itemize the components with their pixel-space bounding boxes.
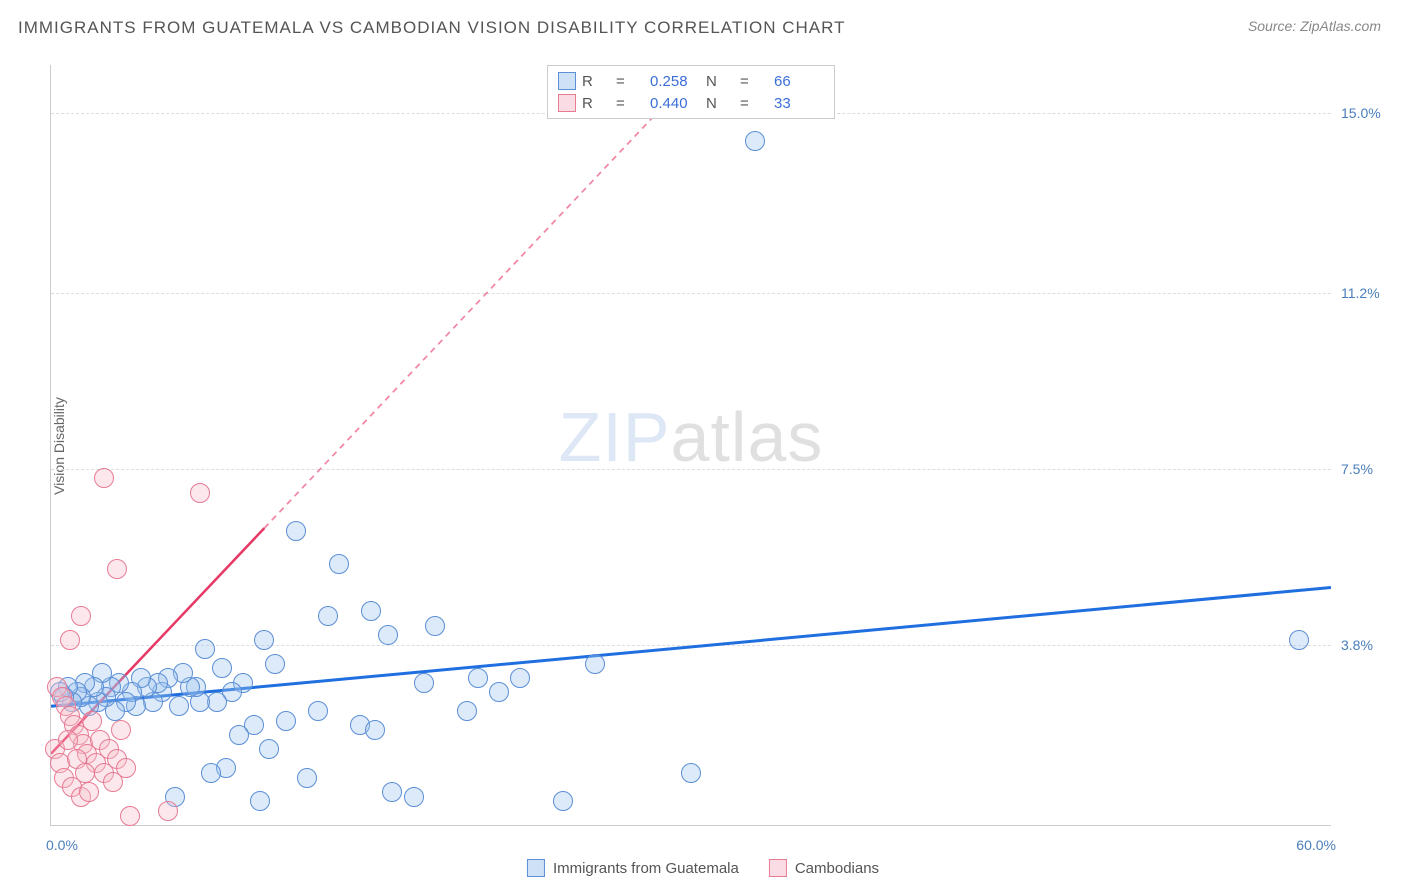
legend-eq2: = <box>740 73 768 90</box>
data-point <box>58 730 78 750</box>
data-point <box>457 701 477 721</box>
trend-lines-layer <box>51 65 1331 825</box>
data-point <box>79 782 99 802</box>
data-point <box>94 468 114 488</box>
data-point <box>265 654 285 674</box>
x-tick-max: 60.0% <box>1296 837 1336 853</box>
data-point <box>378 625 398 645</box>
legend-R-value-1: 0.258 <box>650 73 700 90</box>
data-point <box>120 806 140 826</box>
data-point <box>71 606 91 626</box>
scatter-plot: ZIPatlas R = 0.258 N = 66 R = 0.440 N = … <box>50 65 1331 826</box>
data-point <box>510 668 530 688</box>
data-point <box>259 739 279 759</box>
legend-N-label2: N <box>706 95 734 112</box>
data-point <box>404 787 424 807</box>
data-point <box>212 658 232 678</box>
legend-swatch-series1 <box>558 72 576 90</box>
legend-eq: = <box>616 73 644 90</box>
legend-stats-row: R = 0.440 N = 33 <box>558 92 824 114</box>
data-point <box>250 791 270 811</box>
data-point <box>382 782 402 802</box>
data-point <box>158 801 178 821</box>
data-point <box>111 720 131 740</box>
legend-R-label2: R <box>582 95 610 112</box>
data-point <box>107 559 127 579</box>
data-point <box>329 554 349 574</box>
x-tick-min: 0.0% <box>46 837 78 853</box>
data-point <box>116 758 136 778</box>
watermark-atlas: atlas <box>671 398 824 476</box>
data-point <box>681 763 701 783</box>
data-point <box>276 711 296 731</box>
data-point <box>553 791 573 811</box>
data-point <box>1289 630 1309 650</box>
data-point <box>308 701 328 721</box>
y-tick: 11.2% <box>1341 285 1391 301</box>
data-point <box>318 606 338 626</box>
legend-item-2: Cambodians <box>769 859 879 877</box>
legend-swatch-2 <box>769 859 787 877</box>
data-point <box>201 763 221 783</box>
data-point <box>297 768 317 788</box>
legend-N-value-1: 66 <box>774 73 824 90</box>
data-point <box>75 763 95 783</box>
legend-stats: R = 0.258 N = 66 R = 0.440 N = 33 <box>547 65 835 119</box>
chart-title: IMMIGRANTS FROM GUATEMALA VS CAMBODIAN V… <box>18 18 845 38</box>
legend-swatch-series2 <box>558 94 576 112</box>
legend-eq3: = <box>616 95 644 112</box>
data-point <box>82 711 102 731</box>
data-point <box>489 682 509 702</box>
data-point <box>195 639 215 659</box>
legend-swatch-1 <box>527 859 545 877</box>
gridline <box>51 645 1331 646</box>
data-point <box>361 601 381 621</box>
data-point <box>169 696 189 716</box>
source-label: Source: ZipAtlas.com <box>1248 18 1381 34</box>
watermark-zip: ZIP <box>559 398 671 476</box>
legend-N-label: N <box>706 73 734 90</box>
data-point <box>254 630 274 650</box>
data-point <box>60 630 80 650</box>
watermark: ZIPatlas <box>559 397 824 477</box>
legend-series: Immigrants from Guatemala Cambodians <box>527 859 879 877</box>
y-tick: 15.0% <box>1341 105 1391 121</box>
data-point <box>365 720 385 740</box>
legend-stats-row: R = 0.258 N = 66 <box>558 70 824 92</box>
data-point <box>745 131 765 151</box>
legend-label-1: Immigrants from Guatemala <box>553 860 739 877</box>
legend-label-2: Cambodians <box>795 860 879 877</box>
data-point <box>286 521 306 541</box>
data-point <box>585 654 605 674</box>
data-point <box>425 616 445 636</box>
y-tick: 3.8% <box>1341 637 1391 653</box>
data-point <box>229 725 249 745</box>
gridline <box>51 469 1331 470</box>
data-point <box>207 692 227 712</box>
legend-R-label: R <box>582 73 610 90</box>
legend-R-value-2: 0.440 <box>650 95 700 112</box>
data-point <box>468 668 488 688</box>
y-tick: 7.5% <box>1341 461 1391 477</box>
legend-N-value-2: 33 <box>774 95 824 112</box>
legend-eq4: = <box>740 95 768 112</box>
data-point <box>414 673 434 693</box>
data-point <box>190 483 210 503</box>
legend-item-1: Immigrants from Guatemala <box>527 859 739 877</box>
gridline <box>51 293 1331 294</box>
